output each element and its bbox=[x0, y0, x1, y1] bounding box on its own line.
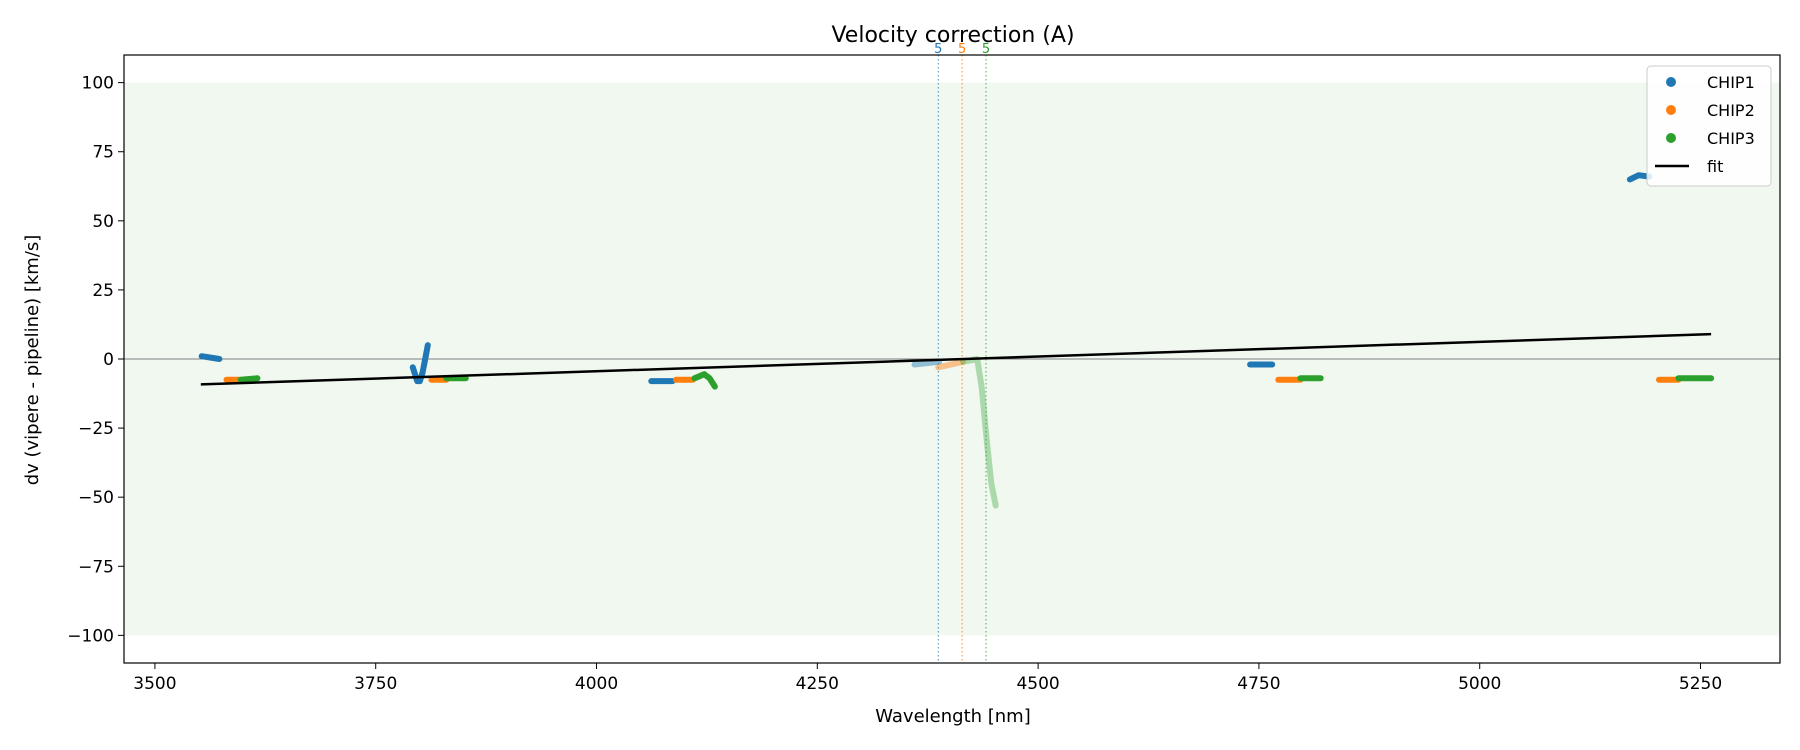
data-segment bbox=[935, 358, 966, 371]
series-layer bbox=[198, 172, 1715, 509]
fit-layer bbox=[200, 332, 1712, 386]
x-tick-label: 4750 bbox=[1237, 674, 1280, 694]
marker-label: 5 bbox=[934, 42, 942, 57]
legend: CHIP1 CHIP2 CHIP3 fit bbox=[1646, 65, 1772, 187]
y-tick-label: −75 bbox=[78, 557, 114, 577]
legend-label: fit bbox=[1707, 157, 1723, 176]
data-segment bbox=[198, 353, 223, 362]
fit-line bbox=[200, 332, 1712, 386]
legend-marker bbox=[1666, 105, 1676, 115]
series-chip3 bbox=[237, 356, 1715, 509]
marker-label: 5 bbox=[982, 42, 990, 57]
y-axis-label: dv (vipere - pipeline) [km/s] bbox=[22, 235, 43, 486]
x-tick-label: 4250 bbox=[796, 674, 839, 694]
legend-marker bbox=[1666, 133, 1676, 143]
legend-label: CHIP2 bbox=[1707, 101, 1755, 120]
data-segment bbox=[911, 358, 943, 368]
x-tick-label: 3750 bbox=[354, 674, 397, 694]
y-tick-label: 50 bbox=[92, 212, 114, 232]
legend-box bbox=[1646, 65, 1772, 187]
y-tick-label: 0 bbox=[103, 350, 114, 370]
x-tick-label: 5250 bbox=[1679, 674, 1722, 694]
chart-title: Velocity correction (A) bbox=[831, 23, 1074, 48]
y-tick-label: 25 bbox=[92, 281, 114, 301]
marker-label: 5 bbox=[958, 42, 966, 57]
y-tick-label: −50 bbox=[78, 488, 114, 508]
data-segment bbox=[237, 375, 261, 383]
data-segment bbox=[1626, 172, 1653, 183]
x-tick-label: 4000 bbox=[575, 674, 618, 694]
legend-label: CHIP1 bbox=[1707, 73, 1755, 92]
ticks-layer: 3500 3750 4000 4250 4500 4750 5000 5250 −100 −75 −… bbox=[67, 74, 1722, 694]
y-tick-label: 100 bbox=[82, 74, 114, 94]
x-tick-label: 3500 bbox=[133, 674, 176, 694]
y-tick-label: −100 bbox=[67, 626, 114, 646]
y-tick-label: 75 bbox=[92, 143, 114, 163]
legend-marker bbox=[1666, 77, 1676, 87]
legend-label: CHIP3 bbox=[1707, 129, 1755, 148]
x-tick-label: 5000 bbox=[1458, 674, 1501, 694]
x-axis-label: Wavelength [nm] bbox=[875, 706, 1031, 727]
x-tick-label: 4500 bbox=[1016, 674, 1059, 694]
y-tick-label: −25 bbox=[78, 419, 114, 439]
data-segment bbox=[691, 371, 718, 390]
